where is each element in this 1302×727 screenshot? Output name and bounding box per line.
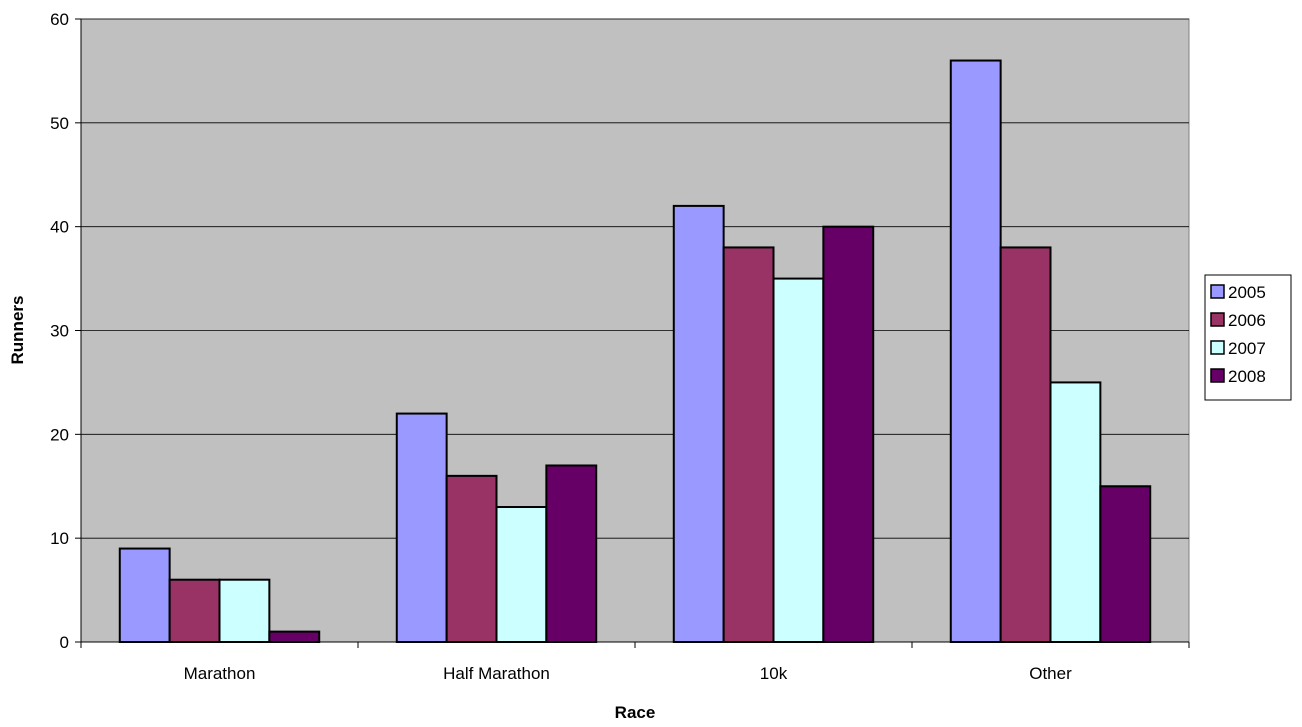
y-tick-label: 0 xyxy=(60,633,69,652)
legend-swatch-2006 xyxy=(1210,312,1225,327)
x-tick-label: Half Marathon xyxy=(443,664,550,683)
y-axis-title: Runners xyxy=(8,296,27,365)
bars xyxy=(118,59,1152,644)
bar-2008-marathon xyxy=(268,630,321,643)
legend-label-2007: 2007 xyxy=(1228,339,1266,358)
bar-2007-marathon xyxy=(218,578,271,644)
x-tick-label: Marathon xyxy=(184,664,256,683)
bar-2005-other xyxy=(949,59,1002,644)
legend-swatch-2005 xyxy=(1210,284,1225,299)
x-tick-label: Other xyxy=(1029,664,1072,683)
x-tick-labels: Marathon Half Marathon 10k Other xyxy=(80,642,1190,683)
y-tick-label: 60 xyxy=(50,10,69,29)
bar-2005-10k xyxy=(672,204,725,643)
x-tick-label: 10k xyxy=(760,664,788,683)
bar-2007-other xyxy=(1049,381,1102,643)
legend-label-2006: 2006 xyxy=(1228,311,1266,330)
bar-2007-half-marathon xyxy=(495,506,548,643)
bar-2005-marathon xyxy=(118,547,171,643)
bar-2006-marathon xyxy=(168,578,221,644)
legend: 2005 2006 2007 2008 xyxy=(1204,274,1292,401)
bar-2005-half-marathon xyxy=(395,412,448,644)
legend-label-2005: 2005 xyxy=(1228,283,1266,302)
bar-2007-10k xyxy=(772,277,825,643)
legend-label-2008: 2008 xyxy=(1228,367,1266,386)
x-axis-title: Race xyxy=(615,703,656,722)
bar-2006-10k xyxy=(722,246,775,644)
y-tick-label: 20 xyxy=(50,425,69,444)
y-tick-label: 50 xyxy=(50,114,69,133)
legend-swatch-2007 xyxy=(1210,340,1225,355)
y-tick-label: 30 xyxy=(50,322,69,341)
y-tick-label: 40 xyxy=(50,218,69,237)
legend-swatch-2008 xyxy=(1210,368,1225,383)
y-tick-label: 10 xyxy=(50,529,69,548)
bar-2006-other xyxy=(999,246,1052,644)
bar-2006-half-marathon xyxy=(445,474,498,643)
bar-2008-other xyxy=(1099,485,1152,643)
bar-2008-10k xyxy=(822,225,875,644)
y-tick-labels: 0 10 20 30 40 50 60 xyxy=(50,10,81,652)
bar-2008-half-marathon xyxy=(545,464,598,643)
